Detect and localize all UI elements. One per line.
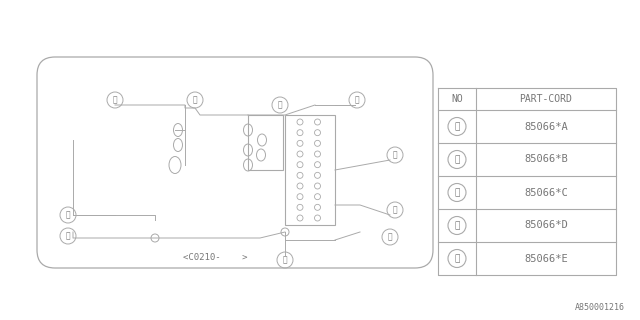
Text: A850001216: A850001216 [575, 303, 625, 312]
Bar [248, 115, 283, 170]
Text: ⑤: ⑤ [454, 254, 460, 263]
Text: ②: ② [454, 155, 460, 164]
Text: ①: ① [283, 255, 287, 265]
Text: 85066*B: 85066*B [524, 155, 568, 164]
Text: ③: ③ [66, 211, 70, 220]
Text: PART-CORD: PART-CORD [520, 94, 572, 104]
Text: ①: ① [355, 95, 359, 105]
Bar [285, 115, 335, 225]
Text: ④: ④ [454, 221, 460, 230]
Text: <C0210-    >: <C0210- > [183, 253, 247, 262]
Text: 85066*E: 85066*E [524, 253, 568, 263]
Text: ⑤: ⑤ [66, 231, 70, 241]
Text: 85066*C: 85066*C [524, 188, 568, 197]
Text: ②: ② [393, 205, 397, 214]
Text: ①: ① [113, 95, 117, 105]
Text: NO: NO [451, 94, 463, 104]
Text: ④: ④ [393, 150, 397, 159]
Text: ⑤: ⑤ [388, 233, 392, 242]
Text: ③: ③ [454, 188, 460, 197]
Text: ①: ① [454, 122, 460, 131]
Text: 85066*A: 85066*A [524, 122, 568, 132]
Text: ③: ③ [193, 95, 197, 105]
Text: 85066*D: 85066*D [524, 220, 568, 230]
Text: ③: ③ [278, 100, 282, 109]
